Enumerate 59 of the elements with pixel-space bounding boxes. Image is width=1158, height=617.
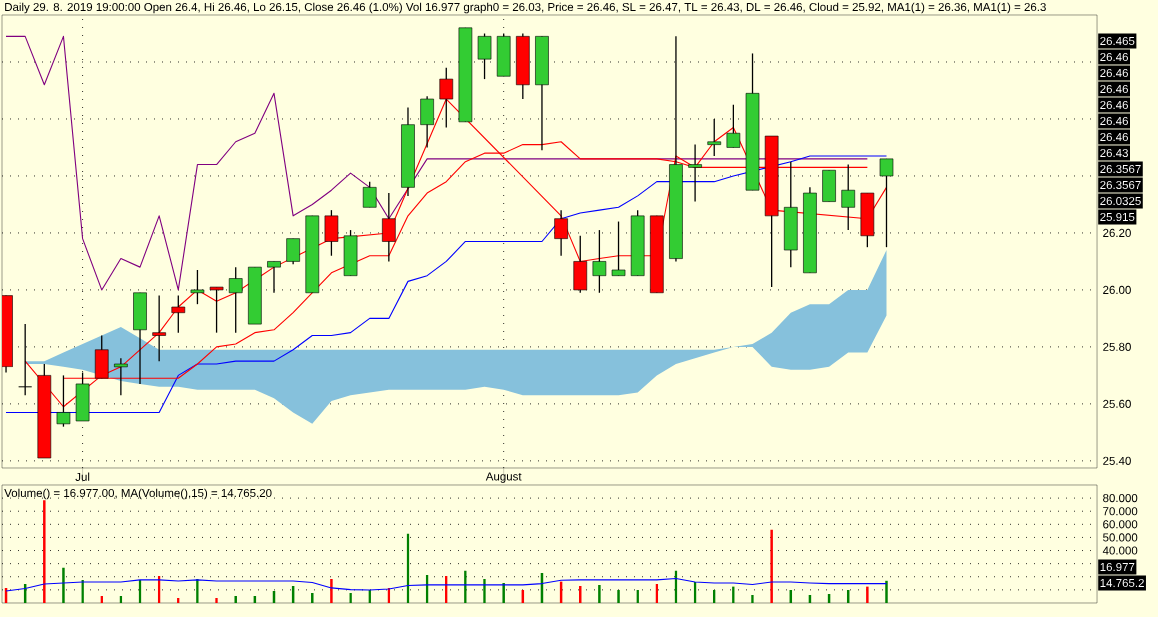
candlestick bbox=[286, 237, 300, 265]
bar bbox=[311, 593, 314, 603]
candlestick bbox=[18, 323, 32, 396]
y-tick-label: 70.000 bbox=[1103, 507, 1138, 516]
bar bbox=[502, 582, 505, 603]
x-tick-label: Jul bbox=[75, 472, 90, 481]
text: 26.46 bbox=[1100, 52, 1128, 62]
text: 26.0325 bbox=[1100, 196, 1141, 206]
bar bbox=[885, 580, 888, 603]
candlestick bbox=[382, 192, 396, 263]
candlestick bbox=[209, 286, 224, 334]
candlestick bbox=[114, 357, 128, 396]
candlestick bbox=[726, 104, 741, 149]
candlestick bbox=[688, 143, 702, 203]
bar bbox=[330, 578, 333, 603]
text: 26.46 bbox=[1100, 100, 1128, 110]
text: 26.46 bbox=[1100, 84, 1128, 94]
y-tick-label: 50.000 bbox=[1103, 533, 1138, 542]
candlestick bbox=[611, 220, 626, 277]
bar bbox=[234, 595, 237, 603]
y-tick-label: 25.60 bbox=[1103, 399, 1131, 408]
candlestick bbox=[152, 294, 166, 362]
y-tick-label: 60.000 bbox=[1103, 520, 1138, 529]
y-tick-label: 80.000 bbox=[1103, 494, 1138, 503]
candlestick bbox=[554, 209, 568, 257]
candlestick bbox=[841, 163, 856, 231]
bar bbox=[62, 567, 65, 603]
y-tick-label: 26.00 bbox=[1103, 285, 1131, 294]
text: 26.3567 bbox=[1100, 180, 1141, 190]
candlestick bbox=[190, 269, 205, 305]
text: 26.3567 bbox=[1100, 164, 1141, 174]
text: 26.46 bbox=[1100, 68, 1128, 78]
y-tick-label: 25.40 bbox=[1103, 456, 1131, 465]
y-tick-label: 26.20 bbox=[1103, 228, 1131, 238]
candlestick bbox=[228, 266, 243, 334]
bar bbox=[866, 586, 869, 603]
bar bbox=[598, 584, 601, 603]
text: 14.765.2 bbox=[1100, 578, 1144, 588]
x-tick-label: August bbox=[485, 472, 522, 483]
bar bbox=[617, 590, 620, 603]
candlestick bbox=[707, 118, 722, 157]
candlestick bbox=[267, 260, 281, 294]
bar bbox=[43, 500, 46, 603]
text: 26.46 bbox=[1100, 132, 1128, 142]
bar bbox=[770, 529, 773, 603]
candlestick bbox=[879, 158, 894, 248]
y-tick-label: 40.000 bbox=[1102, 546, 1138, 555]
chart-title: Volume() = 16.977.00, MA(Volume(),15) = 14.765.20 bbox=[4, 488, 272, 500]
chart-title: Daily 29. 8. 2019 19:00:00 Open 26.4, Hi 26.46, Lo 26.15, Close 26.46 (1.0%) Vol 16.977 graph0 = 26.03, Price = 26.46, SL = 26.47, TL = 26.43, DL = 26.46, Cloud = 25.92, MA1(1) = 26.36, MA1(1) = 26.3 bbox=[5, 2, 1046, 14]
text: 26.465 bbox=[1100, 36, 1135, 46]
text: 16.977 bbox=[1100, 562, 1135, 572]
candlestick bbox=[362, 181, 377, 208]
candlestick bbox=[592, 229, 607, 294]
candlestick bbox=[56, 374, 71, 428]
candlestick bbox=[171, 294, 186, 334]
text: 25.915 bbox=[1100, 212, 1135, 222]
text: 26.43 bbox=[1100, 148, 1128, 158]
text: 26.46 bbox=[1100, 116, 1128, 126]
y-tick-label: 25.80 bbox=[1103, 342, 1131, 351]
